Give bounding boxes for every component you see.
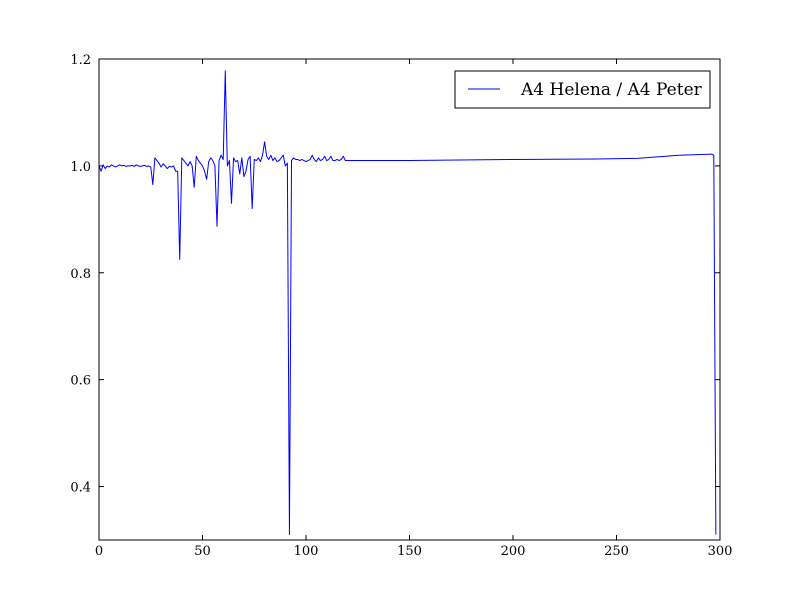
ticks-layer: 0 50 100 150 200 250 300 0.4 0.6 0.8 1.0 1.2 — [70, 53, 732, 559]
series-layer — [98, 70, 717, 536]
y-tick-label: 0.8 — [70, 267, 91, 282]
x-tick-label: 0 — [95, 544, 103, 559]
legend-label: A4 Helena / A4 Peter — [520, 80, 703, 100]
y-tick-label: 1.2 — [70, 53, 91, 68]
x-tick-label: 50 — [194, 544, 211, 559]
plot-area-frame — [98, 58, 721, 541]
legend: A4 Helena / A4 Peter — [454, 70, 711, 109]
y-tick-label: 0.4 — [70, 481, 91, 496]
x-tick-label: 100 — [294, 544, 319, 559]
x-tick-label: 200 — [501, 544, 526, 559]
x-tick-label: 300 — [708, 544, 733, 559]
x-tick-label: 150 — [397, 544, 422, 559]
series-line — [98, 70, 717, 536]
x-tick-label: 250 — [604, 544, 629, 559]
y-tick-label: 1.0 — [70, 160, 91, 175]
y-tick-label: 0.6 — [70, 374, 91, 389]
